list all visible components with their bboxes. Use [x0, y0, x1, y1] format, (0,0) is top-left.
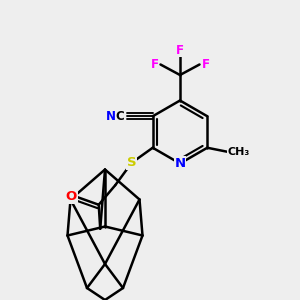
Text: O: O [65, 190, 77, 203]
Text: N: N [174, 157, 186, 170]
Text: N: N [106, 110, 116, 123]
Text: CH₃: CH₃ [228, 147, 250, 157]
Text: F: F [176, 44, 184, 57]
Text: S: S [127, 156, 136, 169]
Text: C: C [115, 110, 124, 123]
Text: F: F [202, 58, 209, 71]
Text: F: F [151, 58, 158, 71]
